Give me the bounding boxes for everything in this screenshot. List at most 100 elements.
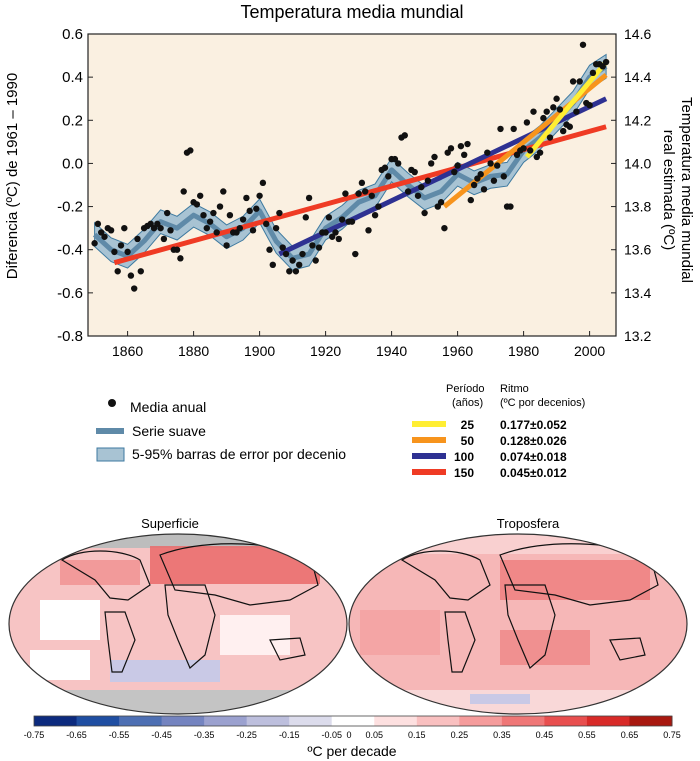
annual-point <box>484 149 491 156</box>
annual-point <box>556 106 564 113</box>
annual-point <box>124 248 131 256</box>
annual-point <box>566 123 573 130</box>
colorbar-frame <box>33 715 673 727</box>
annual-point <box>296 261 303 269</box>
annual-point <box>213 229 220 236</box>
annual-point <box>451 168 458 176</box>
annual-point <box>599 63 606 70</box>
y-right-tick-label: 13.4 <box>624 285 651 301</box>
annual-point <box>391 155 399 163</box>
y-right-tick-label: 14.6 <box>624 26 651 42</box>
x-tick-label: 1920 <box>310 343 341 359</box>
annual-point <box>414 192 422 199</box>
annual-point <box>322 229 329 236</box>
annual-point <box>263 220 270 228</box>
colorbar-segment <box>416 716 460 726</box>
annual-point <box>527 147 534 154</box>
annual-point <box>197 192 204 199</box>
colorbar-segment <box>459 716 503 726</box>
y-left-tick-label: 0.0 <box>62 155 83 172</box>
trend-rate-50: 0.128±0.026 <box>500 434 567 448</box>
colorbar-tick-label: 0.55 <box>578 730 596 740</box>
annual-point <box>286 268 293 275</box>
trend-period-100: 100 <box>454 450 474 464</box>
colorbar-tick-label: -0.25 <box>236 730 257 740</box>
colorbar-tick-label: 0.15 <box>408 730 426 740</box>
trend-period-150: 150 <box>454 466 474 480</box>
annual-point <box>276 209 283 217</box>
colorbar-tick-label: 0.65 <box>621 730 639 740</box>
annual-point <box>121 224 128 232</box>
annual-point <box>134 235 141 243</box>
y-right-tick-label: 14.2 <box>624 112 651 128</box>
annual-point <box>513 151 521 158</box>
map-troposphere-title: Troposfera <box>497 516 560 531</box>
map-troposphere-north-warming <box>500 560 650 600</box>
annual-point <box>431 153 438 161</box>
colorbar-segment <box>289 716 333 726</box>
annual-point <box>98 229 105 236</box>
annual-point <box>111 248 118 256</box>
annual-point <box>332 229 339 236</box>
annual-point <box>573 108 580 115</box>
trend-swatch-50 <box>412 437 446 443</box>
colorbar-tick-label: -0.05 <box>321 730 342 740</box>
annual-point <box>480 186 488 193</box>
colorbar-segment <box>161 716 205 726</box>
annual-point <box>329 233 336 240</box>
legend-band-swatch <box>96 447 125 462</box>
colorbar-tick-label: -0.15 <box>279 730 300 740</box>
annual-point <box>490 177 498 184</box>
x-tick-label: 1880 <box>178 343 209 359</box>
trend-swatch-100 <box>412 453 446 459</box>
x-tick-label: 1900 <box>244 343 275 359</box>
annual-point <box>206 218 214 225</box>
annual-point <box>299 250 306 258</box>
y-left-axis-label: Diferencia (ºC) de 1961 – 1990 <box>4 73 21 279</box>
map-troposphere-south-cooling <box>470 694 530 704</box>
colorbar-tick-label: -0.45 <box>151 730 172 740</box>
annual-point <box>385 173 392 180</box>
annual-point <box>500 173 507 180</box>
annual-point <box>259 179 267 187</box>
legend-annual-marker <box>108 399 116 407</box>
annual-point <box>533 153 540 161</box>
legend-smooth-label: Serie suave <box>132 423 206 439</box>
colorbar-tick-label: -0.55 <box>109 730 130 740</box>
annual-point <box>325 214 333 221</box>
y-left-tick-label: -0.6 <box>57 285 83 302</box>
y-left-tick-label: 0.6 <box>62 26 83 43</box>
y-left-tick-label: -0.4 <box>57 242 83 259</box>
smooth-series-line <box>92 64 608 261</box>
annual-point <box>371 212 379 219</box>
colorbar-label: ºC per decade <box>307 743 396 759</box>
annual-point <box>167 227 174 234</box>
colorbar-tick-label: -0.35 <box>194 730 215 740</box>
map-surface-title: Superficie <box>141 516 199 531</box>
annual-point <box>494 162 501 169</box>
colorbar-tick-label: -0.65 <box>66 730 87 740</box>
annual-point <box>424 177 432 184</box>
y-left-tick-label: -0.2 <box>57 199 83 216</box>
colorbar-tick-label: 0.25 <box>451 730 469 740</box>
y-left-tick-label: 0.4 <box>62 69 83 86</box>
colorbar-segment <box>204 716 248 726</box>
colorbar-segment <box>331 716 375 726</box>
chart-title: Temperatura media mundial <box>240 2 463 22</box>
annual-point <box>540 114 547 122</box>
annual-point <box>338 216 346 223</box>
annual-point <box>470 181 478 189</box>
annual-point <box>312 257 319 264</box>
annual-point <box>348 218 356 225</box>
map-surface <box>8 533 348 715</box>
y-right-tick-label: 13.2 <box>624 328 651 344</box>
y-right-tick-label: 14.0 <box>624 155 651 171</box>
annual-point <box>365 227 372 234</box>
annual-point <box>164 209 171 217</box>
colorbar-tick-label: 0.45 <box>536 730 554 740</box>
annual-point <box>444 149 451 156</box>
trend-period-50: 50 <box>461 434 475 448</box>
annual-point <box>210 209 217 217</box>
annual-point <box>477 171 484 178</box>
annual-point <box>404 188 412 195</box>
